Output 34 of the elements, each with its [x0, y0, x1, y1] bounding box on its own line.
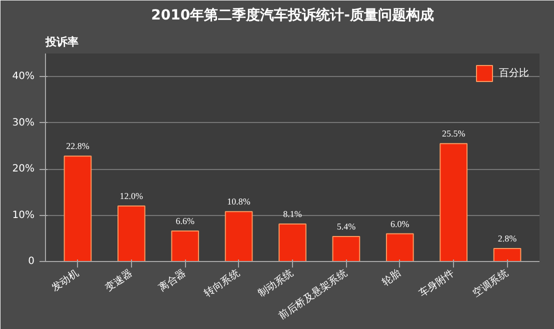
y-axis-title: 投诉率	[44, 36, 78, 48]
x-tick-label: 变速器	[102, 267, 135, 294]
text: 25.5%	[442, 128, 466, 139]
bar	[278, 224, 306, 262]
y-tick-label: 40%	[12, 71, 35, 82]
bar	[440, 143, 468, 262]
bar	[224, 211, 253, 262]
text: 22.8%	[66, 141, 90, 152]
text: 6.6%	[176, 216, 194, 226]
x-tick-label: 发动机	[49, 267, 81, 294]
text: 10.8%	[227, 196, 250, 207]
bar	[332, 236, 360, 262]
x-tick-label: 车身附件	[416, 267, 457, 300]
y-tick-label: 10%	[12, 210, 35, 221]
x-tick-label: 制动系统	[256, 267, 296, 300]
text: 2.8%	[498, 234, 517, 244]
text: 6.0%	[390, 218, 410, 229]
text: 5.4%	[336, 222, 356, 232]
bar	[117, 206, 146, 262]
bar	[493, 248, 522, 262]
text: 12.0%	[120, 191, 144, 202]
x-tick-label: 轮胎	[380, 267, 403, 288]
legend-label: 百分比	[499, 66, 529, 80]
x-tick-label: 空调系统	[470, 267, 510, 300]
bar	[171, 230, 200, 262]
bar	[64, 156, 92, 262]
bar	[386, 233, 414, 262]
y-tick-label: 20%	[12, 164, 35, 175]
text: 8.1%	[283, 209, 302, 220]
chart-title: 2010年第二季度汽车投诉统计-质量问题构成	[151, 6, 434, 24]
x-tick-label: 转向系统	[202, 267, 242, 300]
y-tick-label: 0	[28, 256, 35, 267]
y-tick-label: 30%	[12, 117, 35, 128]
x-tick-label: 离合器	[156, 267, 188, 294]
